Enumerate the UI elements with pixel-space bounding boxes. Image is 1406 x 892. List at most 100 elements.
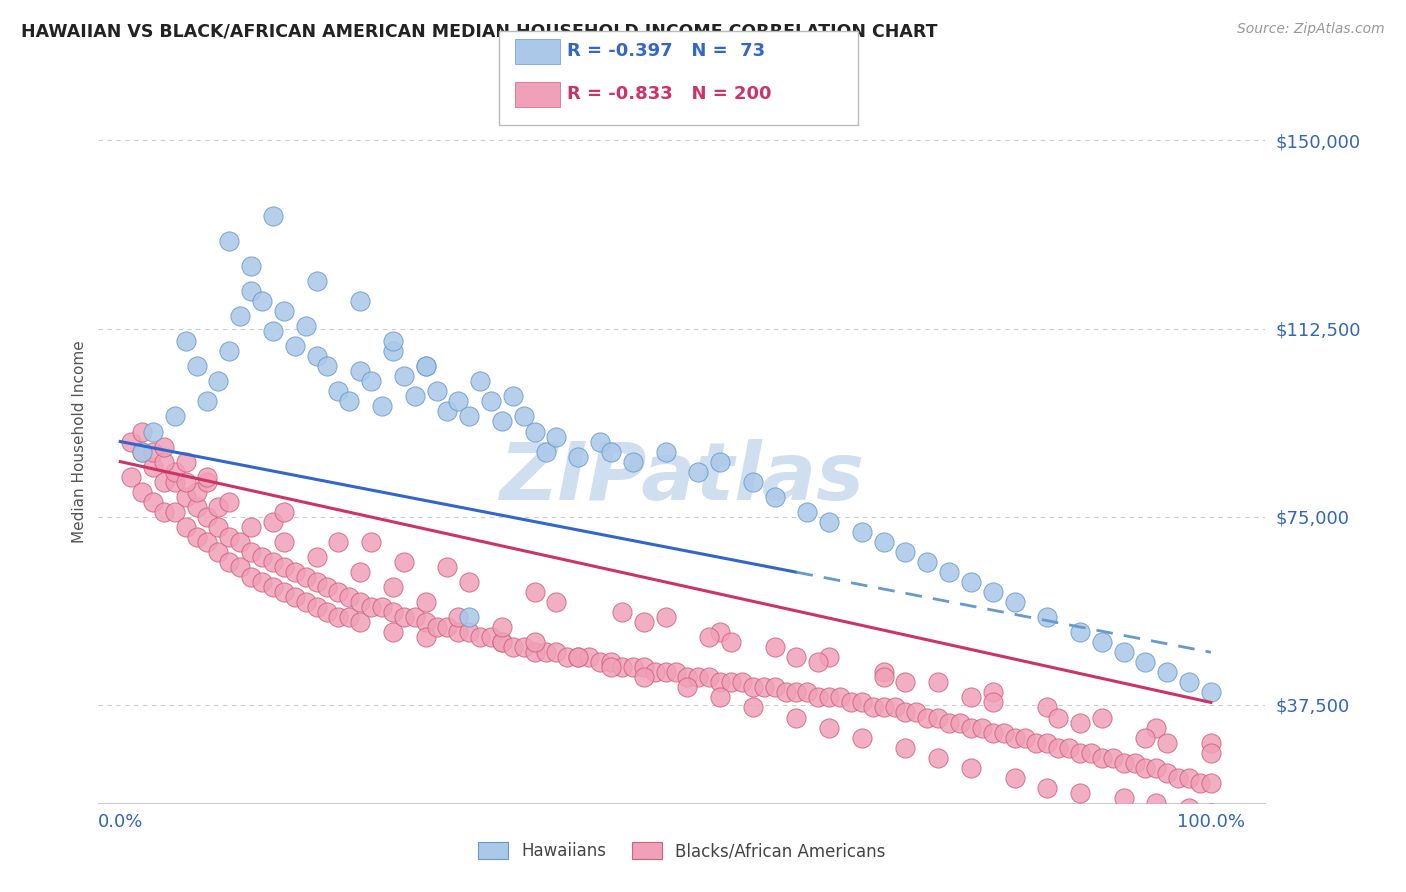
Point	[360, 600, 382, 615]
Point	[153, 454, 176, 468]
Point	[1004, 731, 1026, 745]
Point	[1004, 771, 1026, 785]
Point	[720, 635, 742, 649]
Point	[949, 715, 972, 730]
Point	[1025, 735, 1047, 749]
Point	[960, 761, 983, 775]
Text: HAWAIIAN VS BLACK/AFRICAN AMERICAN MEDIAN HOUSEHOLD INCOME CORRELATION CHART: HAWAIIAN VS BLACK/AFRICAN AMERICAN MEDIA…	[21, 22, 938, 40]
Point	[993, 725, 1015, 739]
Point	[415, 630, 437, 644]
Point	[633, 615, 655, 630]
Point	[328, 585, 350, 599]
Point	[960, 721, 983, 735]
Point	[1135, 731, 1157, 745]
Point	[360, 374, 382, 388]
Point	[153, 505, 176, 519]
Point	[328, 610, 350, 624]
Point	[240, 570, 263, 584]
Point	[709, 690, 731, 705]
Point	[349, 565, 371, 579]
Point	[633, 660, 655, 674]
Point	[546, 645, 568, 659]
Point	[523, 645, 546, 659]
Point	[894, 740, 917, 755]
Point	[905, 706, 928, 720]
Point	[785, 685, 807, 699]
Point	[1069, 786, 1091, 800]
Point	[415, 615, 437, 630]
Point	[120, 469, 142, 483]
Point	[294, 319, 316, 334]
Point	[1091, 635, 1114, 649]
Point	[589, 655, 612, 669]
Legend: Hawaiians, Blacks/African Americans: Hawaiians, Blacks/African Americans	[472, 835, 891, 867]
Point	[741, 700, 763, 714]
Point	[1069, 715, 1091, 730]
Point	[676, 681, 699, 695]
Point	[1199, 805, 1222, 820]
Y-axis label: Median Household Income: Median Household Income	[72, 340, 87, 543]
Point	[927, 750, 949, 764]
Point	[654, 665, 676, 680]
Point	[163, 465, 186, 479]
Point	[250, 293, 273, 308]
Point	[262, 580, 284, 594]
Point	[349, 595, 371, 609]
Point	[174, 334, 197, 348]
Point	[981, 725, 1004, 739]
Point	[1135, 655, 1157, 669]
Point	[491, 620, 513, 634]
Point	[862, 700, 884, 714]
Point	[1135, 761, 1157, 775]
Point	[883, 700, 905, 714]
Point	[523, 585, 546, 599]
Point	[174, 475, 197, 489]
Point	[305, 574, 328, 589]
Point	[981, 585, 1004, 599]
Point	[775, 685, 797, 699]
Point	[917, 555, 939, 569]
Text: R = -0.833   N = 200: R = -0.833 N = 200	[567, 85, 770, 103]
Point	[688, 670, 710, 684]
Point	[1069, 625, 1091, 640]
Point	[425, 384, 447, 399]
Point	[894, 675, 917, 690]
Point	[197, 469, 219, 483]
Point	[763, 681, 786, 695]
Point	[927, 710, 949, 724]
Point	[752, 681, 775, 695]
Point	[436, 404, 458, 418]
Point	[665, 665, 688, 680]
Point	[697, 670, 720, 684]
Point	[873, 700, 896, 714]
Point	[284, 565, 307, 579]
Point	[1036, 780, 1059, 795]
Point	[1091, 710, 1114, 724]
Point	[1036, 610, 1059, 624]
Point	[1144, 721, 1167, 735]
Point	[458, 625, 481, 640]
Point	[197, 534, 219, 549]
Point	[697, 630, 720, 644]
Point	[174, 454, 197, 468]
Point	[337, 590, 360, 604]
Point	[197, 475, 219, 489]
Point	[316, 359, 339, 374]
Point	[600, 655, 623, 669]
Point	[207, 500, 229, 514]
Point	[1178, 801, 1201, 815]
Point	[546, 595, 568, 609]
Point	[513, 640, 536, 655]
Point	[163, 475, 186, 489]
Point	[120, 434, 142, 449]
Point	[600, 660, 623, 674]
Point	[1156, 735, 1178, 749]
Point	[447, 394, 470, 409]
Point	[970, 721, 993, 735]
Point	[229, 560, 252, 574]
Point	[1199, 685, 1222, 699]
Point	[381, 344, 404, 359]
Point	[807, 655, 830, 669]
Point	[1047, 710, 1070, 724]
Point	[1167, 771, 1189, 785]
